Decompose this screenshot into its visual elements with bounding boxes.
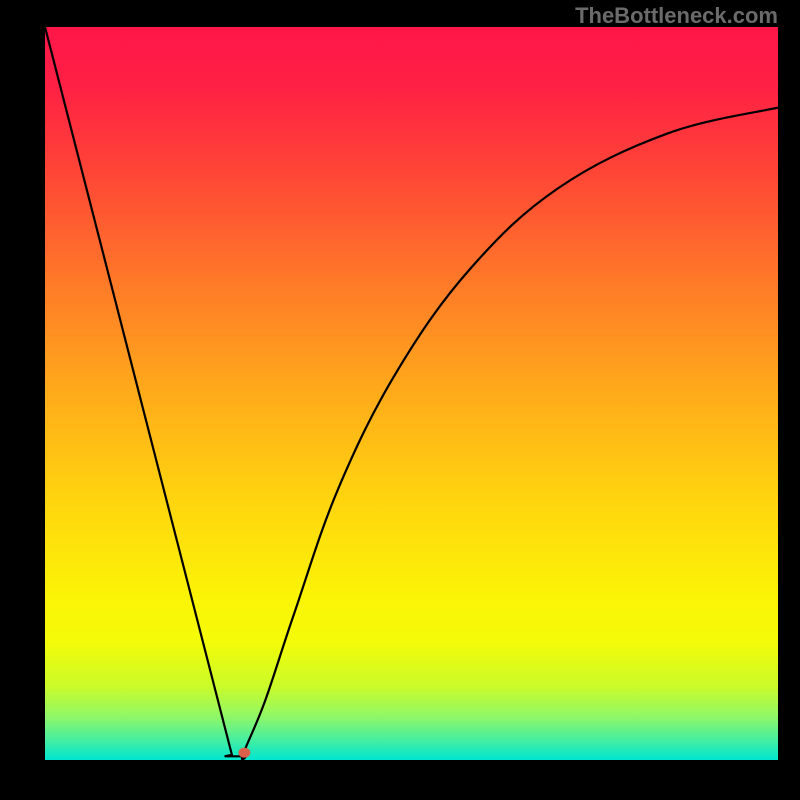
watermark-text: TheBottleneck.com [575, 3, 778, 29]
chart-frame: TheBottleneck.com [0, 0, 800, 800]
plot-area [45, 27, 778, 760]
optimum-marker [238, 748, 250, 758]
bottleneck-curve [45, 27, 778, 760]
